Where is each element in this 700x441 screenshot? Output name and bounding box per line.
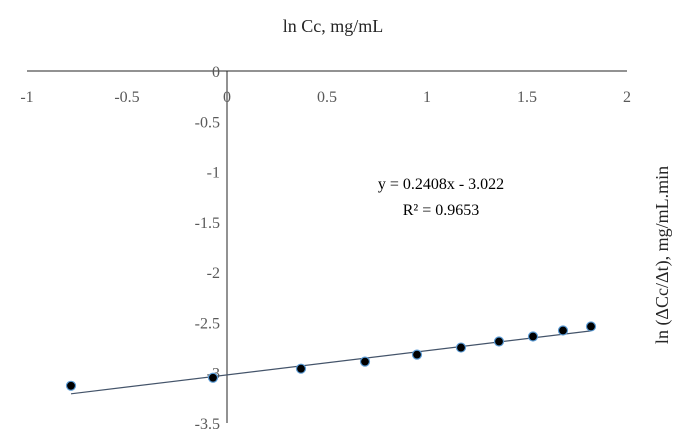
y-tick-label: -2 — [207, 265, 220, 282]
data-point — [65, 380, 77, 391]
x-tick-label: -1 — [20, 89, 33, 106]
data-point — [455, 342, 467, 353]
x-tick-label: 0 — [223, 89, 231, 106]
y-tick-label: -1.5 — [195, 215, 220, 232]
data-point — [295, 363, 307, 374]
data-point — [359, 356, 371, 367]
x-tick-label: 1 — [423, 89, 431, 106]
x-tick-label: 0.5 — [317, 89, 337, 106]
r-squared-label: R² = 0.9653 — [403, 202, 480, 219]
x-tick-label: 1.5 — [517, 89, 537, 106]
y-axis-title: ln (ΔCc/Δt), mg/mL.min — [652, 166, 673, 344]
data-points — [65, 321, 597, 391]
trendline — [70, 330, 592, 395]
x-tick-labels: -1 -0.5 0 0.5 1 1.5 2 — [20, 89, 631, 106]
y-tick-label: -1 — [207, 165, 220, 182]
data-point — [207, 372, 219, 383]
x-tick-label: 2 — [623, 89, 631, 106]
data-point — [557, 325, 569, 336]
trendline-equation: y = 0.2408x - 3.022 — [378, 176, 504, 193]
data-point — [585, 321, 597, 332]
x-tick-label: -0.5 — [114, 89, 139, 106]
y-tick-label: -3.5 — [195, 416, 220, 433]
x-axis-title: ln Cc, mg/mL — [283, 16, 384, 36]
data-point — [527, 331, 539, 342]
data-point — [493, 336, 505, 347]
y-tick-labels: 0-0.5-1-1.5-2-2.5-3-3.5 — [195, 64, 220, 433]
y-tick-label: 0 — [212, 64, 220, 81]
y-tick-label: -0.5 — [195, 114, 220, 131]
y-tick-label: -2.5 — [195, 315, 220, 332]
data-point — [411, 349, 423, 360]
